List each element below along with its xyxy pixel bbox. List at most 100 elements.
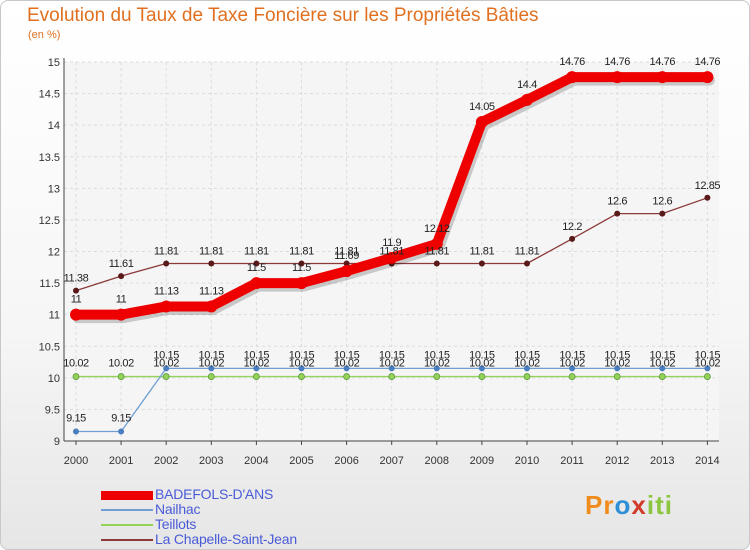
data-point xyxy=(163,365,170,372)
y-tick-label: 15 xyxy=(48,57,60,69)
logo-letter: i xyxy=(664,490,673,520)
data-point xyxy=(658,373,666,380)
chart-title: Evolution du Taux de Taxe Foncière sur l… xyxy=(27,5,539,26)
value-label: 10.15 xyxy=(153,349,179,361)
data-point xyxy=(656,71,669,84)
value-label: 11.69 xyxy=(334,250,359,262)
x-tick-label: 2001 xyxy=(109,455,133,467)
data-point xyxy=(433,260,440,267)
y-tick-label: 14 xyxy=(48,120,60,132)
unit-label: (en %) xyxy=(28,29,61,41)
data-point xyxy=(115,308,128,321)
x-tick-label: 2005 xyxy=(289,455,313,467)
value-label: 10.02 xyxy=(650,358,676,370)
data-point xyxy=(704,373,711,380)
data-point xyxy=(343,373,351,380)
value-label: 10.02 xyxy=(108,358,134,370)
y-tick-label: 14.5 xyxy=(39,89,60,101)
x-tick-label: 2012 xyxy=(605,455,629,467)
data-point xyxy=(70,308,82,321)
x-tick-label: 2003 xyxy=(199,455,223,467)
data-point xyxy=(478,260,485,267)
x-tick-label: 2010 xyxy=(515,455,539,467)
data-point xyxy=(118,273,125,280)
proxiti-logo: Proxiti xyxy=(585,490,673,521)
logo-letter: x xyxy=(631,490,647,520)
data-point xyxy=(252,373,260,380)
data-point xyxy=(523,373,531,380)
value-label: 11.81 xyxy=(424,246,449,258)
value-label: 10.15 xyxy=(334,349,360,361)
value-label: 11.81 xyxy=(515,246,540,258)
value-label: 11.5 xyxy=(247,262,266,274)
data-point xyxy=(385,251,398,264)
data-point xyxy=(475,116,488,129)
data-point xyxy=(163,260,170,267)
value-label: 11.5 xyxy=(292,262,311,274)
value-label: 10.02 xyxy=(289,358,315,370)
value-label: 10.02 xyxy=(379,358,405,370)
value-label: 10.02 xyxy=(469,358,495,370)
value-label: 10.15 xyxy=(244,349,270,361)
legend-swatch xyxy=(101,490,153,500)
data-point xyxy=(704,365,711,372)
y-tick-label: 10.5 xyxy=(39,341,60,353)
value-label: 10.02 xyxy=(153,358,179,370)
value-label: 10.15 xyxy=(469,349,495,361)
legend-label: Nailhac xyxy=(155,501,201,517)
value-label: 11.38 xyxy=(64,273,89,285)
data-point xyxy=(388,373,396,380)
y-tick-label: 11 xyxy=(49,310,60,322)
value-label: 11.81 xyxy=(334,246,359,258)
x-tick-label: 2004 xyxy=(244,455,268,467)
value-label: 12.85 xyxy=(695,180,721,192)
data-point xyxy=(569,235,576,242)
data-point xyxy=(388,365,395,372)
data-point xyxy=(298,260,305,267)
value-label: 9.15 xyxy=(66,413,86,425)
value-label: 14.05 xyxy=(469,101,495,113)
data-point xyxy=(208,365,215,372)
data-point xyxy=(430,237,443,250)
data-point xyxy=(611,71,624,84)
legend-swatch xyxy=(101,539,153,541)
data-point xyxy=(162,373,170,380)
data-point xyxy=(73,287,79,294)
value-label: 11.13 xyxy=(154,285,179,297)
y-tick-label: 11.5 xyxy=(39,278,60,290)
value-label: 11.81 xyxy=(379,246,404,258)
x-tick-label: 2009 xyxy=(470,455,494,467)
data-point xyxy=(207,373,215,380)
value-label: 11.13 xyxy=(199,285,224,297)
data-point xyxy=(208,260,215,267)
data-point xyxy=(659,210,666,217)
data-point xyxy=(704,194,711,201)
value-label: 12.6 xyxy=(652,196,672,208)
logo-letter: i xyxy=(646,490,656,520)
value-label: 12.6 xyxy=(607,196,627,208)
data-point xyxy=(433,365,440,372)
value-label: 10.15 xyxy=(289,349,315,361)
legend-label: BADEFOLS-D'ANS xyxy=(155,486,274,502)
value-label: 10.02 xyxy=(604,358,630,370)
value-label: 11.81 xyxy=(199,246,224,258)
data-point xyxy=(343,260,350,267)
legend-label: Teillots xyxy=(155,516,197,532)
value-label: 11.81 xyxy=(470,246,495,258)
logo-letter: t xyxy=(655,490,665,520)
value-label: 10.02 xyxy=(514,358,540,370)
y-tick-label: 9 xyxy=(54,436,60,448)
data-point xyxy=(614,210,621,217)
data-point xyxy=(568,373,576,380)
value-label: 11 xyxy=(116,294,127,306)
data-point xyxy=(253,260,260,267)
data-point xyxy=(701,71,714,84)
data-point xyxy=(295,277,308,290)
value-label: 10.02 xyxy=(244,358,270,370)
value-label: 14.76 xyxy=(559,56,585,68)
data-point xyxy=(117,373,125,380)
value-label: 10.02 xyxy=(334,358,360,370)
legend-label: La Chapelle-Saint-Jean xyxy=(155,531,297,547)
value-label: 14.76 xyxy=(695,56,721,68)
value-label: 11.81 xyxy=(289,246,314,258)
